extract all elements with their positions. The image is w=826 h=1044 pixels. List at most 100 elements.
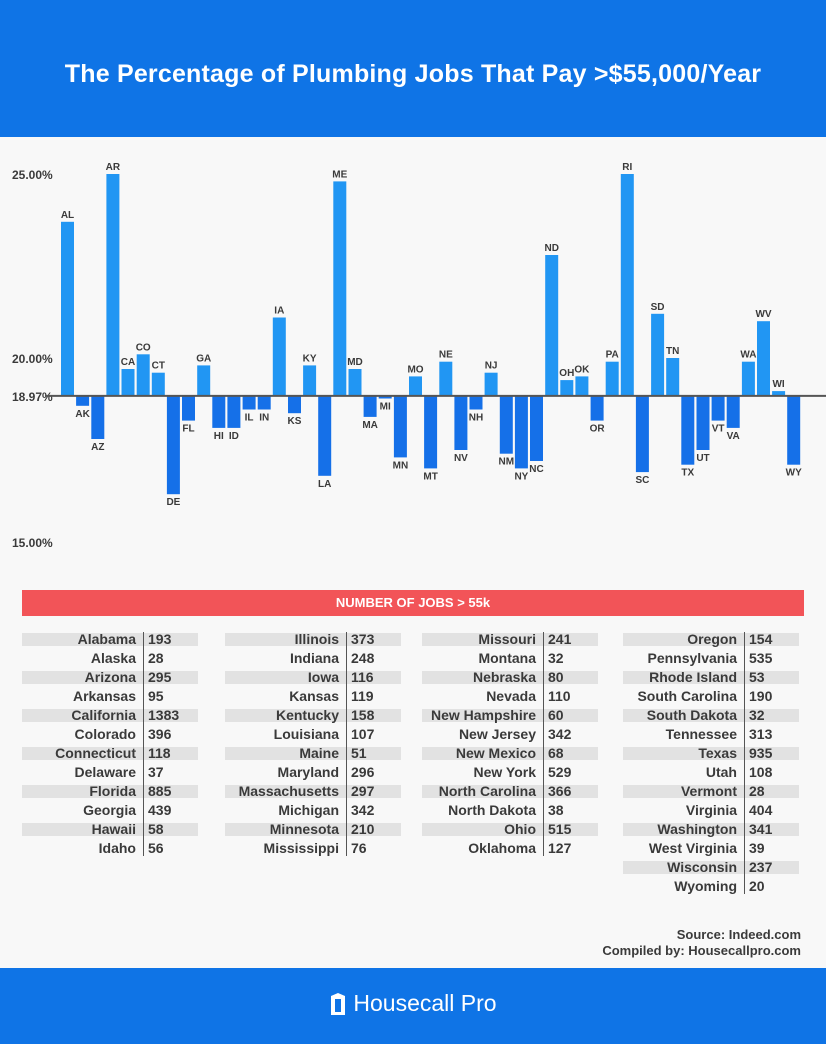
job-count: 210 <box>351 821 375 837</box>
bar-ks <box>288 395 301 414</box>
table-row: Texas 935 <box>623 744 799 763</box>
job-count: 158 <box>351 707 375 723</box>
job-count: 190 <box>749 688 773 704</box>
bar-label: ND <box>544 243 558 254</box>
column-divider <box>143 632 144 856</box>
state-name: Georgia <box>83 802 136 818</box>
footer-banner: Housecall Pro <box>0 968 826 1044</box>
bar-pa <box>605 361 619 396</box>
bar-oh <box>560 380 574 396</box>
bar-nj <box>484 372 498 396</box>
table-row: New Hampshire 60 <box>422 706 598 725</box>
table-column: Missouri 241 Montana 32 Nebraska 80 Nevada 110 N… <box>422 630 598 858</box>
page-title: The Percentage of Plumbing Jobs That Pay… <box>64 60 762 88</box>
bar-nm <box>499 395 513 454</box>
bar-tn <box>666 358 680 396</box>
bar-label: NE <box>439 350 453 361</box>
state-name: Maryland <box>277 764 339 780</box>
bar-label: WA <box>740 350 756 361</box>
bar-label: RI <box>622 162 632 173</box>
table-row: Maine 51 <box>225 744 401 763</box>
column-divider <box>543 632 544 856</box>
state-name: Missouri <box>478 631 536 647</box>
bar-label: NM <box>499 457 515 468</box>
job-count: 53 <box>749 669 765 685</box>
table-row: Colorado 396 <box>22 725 198 744</box>
bar-label: AK <box>75 409 90 420</box>
bar-mn <box>393 395 407 458</box>
bar-label: AL <box>61 210 74 221</box>
bar-ct <box>151 372 165 396</box>
state-name: Connecticut <box>55 745 136 761</box>
table-row: Arkansas 95 <box>22 687 198 706</box>
source-block: Source: Indeed.com Compiled by: Housecal… <box>602 927 801 959</box>
table-row: California 1383 <box>22 706 198 725</box>
bar-label: WY <box>786 468 802 479</box>
state-name: Ohio <box>504 821 536 837</box>
state-name: Mississippi <box>263 840 339 856</box>
table-row: Ohio 515 <box>422 820 598 839</box>
state-name: Florida <box>89 783 136 799</box>
table-row: Washington 341 <box>623 820 799 839</box>
bar-in <box>257 395 271 410</box>
bar-label: IN <box>259 413 269 424</box>
table-row: Louisiana 107 <box>225 725 401 744</box>
bar-label: ME <box>332 169 347 180</box>
table-row: New Mexico 68 <box>422 744 598 763</box>
y-tick-label: 15.00% <box>12 536 53 550</box>
state-name: Wisconsin <box>667 859 737 875</box>
state-name: Illinois <box>294 631 339 647</box>
y-tick-label: 18.97% <box>12 390 53 404</box>
job-count: 342 <box>351 802 375 818</box>
table-row: Connecticut 118 <box>22 744 198 763</box>
bar-label: VT <box>712 424 725 435</box>
bar-tx <box>681 395 695 465</box>
bar-co <box>136 354 150 396</box>
table-row: Nebraska 80 <box>422 668 598 687</box>
state-name: South Carolina <box>637 688 737 704</box>
state-name: New Hampshire <box>430 707 536 723</box>
job-count: 28 <box>148 650 164 666</box>
table-column: Alabama 193 Alaska 28 Arizona 295 Arkansas 95 Ca… <box>22 630 198 858</box>
bar-label: SC <box>635 475 649 486</box>
table-row: Montana 32 <box>422 649 598 668</box>
bar-label: CA <box>121 357 135 368</box>
bar-label: PA <box>606 350 619 361</box>
state-name: Delaware <box>74 764 136 780</box>
job-count: 116 <box>351 669 374 685</box>
column-divider <box>346 632 347 856</box>
table-row: Illinois 373 <box>225 630 401 649</box>
job-count: 37 <box>148 764 164 780</box>
table-row: Tennessee 313 <box>623 725 799 744</box>
bar-label: MT <box>423 471 437 482</box>
job-count: 885 <box>148 783 172 799</box>
job-count: 108 <box>749 764 773 780</box>
table-row: Nevada 110 <box>422 687 598 706</box>
table-row: Rhode Island 53 <box>623 668 799 687</box>
table-row: Georgia 439 <box>22 801 198 820</box>
table-row: Idaho 56 <box>22 839 198 858</box>
state-name: New Jersey <box>458 726 536 742</box>
table-row: Utah 108 <box>623 763 799 782</box>
state-name: Minnesota <box>269 821 339 837</box>
state-name: Louisiana <box>273 726 339 742</box>
job-count: 296 <box>351 764 375 780</box>
state-name: Arizona <box>84 669 136 685</box>
job-count: 373 <box>351 631 375 647</box>
table-row: Virginia 404 <box>623 801 799 820</box>
header-banner: The Percentage of Plumbing Jobs That Pay… <box>0 0 826 137</box>
state-name: Virginia <box>685 802 737 818</box>
table-banner: NUMBER OF JOBS > 55k <box>22 590 804 616</box>
job-count: 107 <box>351 726 375 742</box>
bar-label: TX <box>681 468 694 479</box>
bar-or <box>590 395 604 421</box>
bar-mt <box>424 395 438 469</box>
bar-md <box>348 369 362 396</box>
table-row: Oregon 154 <box>623 630 799 649</box>
y-tick-label: 20.00% <box>12 352 53 366</box>
state-name: South Dakota <box>646 707 737 723</box>
job-count: 68 <box>548 745 564 761</box>
job-count: 56 <box>148 840 164 856</box>
bar-vt <box>711 395 725 421</box>
